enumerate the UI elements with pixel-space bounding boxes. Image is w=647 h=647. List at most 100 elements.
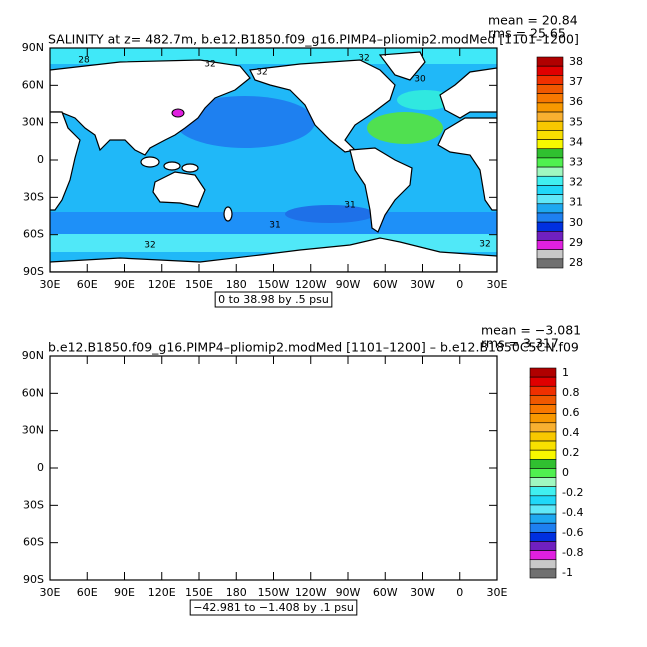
southern-region bbox=[50, 212, 497, 234]
land bbox=[437, 117, 497, 211]
colorbar-box bbox=[536, 56, 564, 67]
colorbar-box bbox=[529, 459, 557, 469]
rms-label: rms = 3.317 bbox=[481, 336, 559, 351]
land bbox=[140, 156, 160, 168]
land bbox=[378, 51, 426, 81]
colorbar-box bbox=[536, 249, 564, 260]
contour-label: 32 bbox=[204, 60, 215, 70]
contour-label: 31 bbox=[344, 201, 355, 211]
colorbar-box bbox=[536, 175, 564, 186]
rms-label: rms = 25.65 bbox=[488, 26, 566, 41]
lon-label: 180 bbox=[226, 278, 247, 291]
colorbar-box bbox=[529, 504, 557, 515]
colorbar-label: 38 bbox=[569, 55, 583, 68]
lon-label: 120E bbox=[148, 278, 176, 291]
colorbar-box bbox=[529, 440, 557, 451]
colorbar-box bbox=[536, 157, 564, 168]
colorbar-label: -0.8 bbox=[562, 546, 583, 559]
colorbar-label: 28 bbox=[569, 256, 583, 269]
colorbar-box bbox=[536, 120, 564, 131]
lon-label: 120W bbox=[295, 586, 327, 599]
colorbar-label: -0.4 bbox=[562, 506, 583, 519]
lon-label: 0 bbox=[456, 278, 463, 291]
colorbar-box bbox=[536, 75, 564, 85]
colorbar-box bbox=[536, 194, 564, 205]
colorbar-box bbox=[529, 495, 557, 506]
colorbar-label: 32 bbox=[569, 176, 583, 189]
lon-label: 0 bbox=[456, 586, 463, 599]
inland-sea bbox=[171, 108, 185, 118]
colorbar-label: 35 bbox=[569, 115, 583, 128]
colorbar-box bbox=[536, 148, 564, 159]
lon-label: 90W bbox=[336, 278, 361, 291]
colorbar-label: 37 bbox=[569, 75, 583, 88]
colorbar-box bbox=[529, 385, 557, 396]
lon-label: 60W bbox=[373, 586, 398, 599]
colorbar-box bbox=[529, 532, 557, 542]
land bbox=[249, 59, 396, 153]
lat-label: 30N bbox=[22, 116, 44, 129]
mean-label: mean = 20.84 bbox=[488, 13, 578, 28]
plot-frame bbox=[49, 355, 498, 581]
lat-label: 0 bbox=[37, 461, 44, 474]
atlantic-region bbox=[397, 90, 453, 110]
lat-label: 60S bbox=[23, 228, 44, 241]
colorbar-box bbox=[529, 513, 557, 524]
colorbar-box bbox=[529, 413, 557, 424]
colorbar-label: 1 bbox=[562, 366, 569, 379]
colorbar-box bbox=[529, 367, 557, 378]
lat-label: 30S bbox=[23, 498, 44, 511]
lat-label: 60N bbox=[22, 386, 44, 399]
land bbox=[50, 237, 497, 272]
colorbar-box bbox=[529, 468, 557, 478]
contour-label: 32 bbox=[479, 240, 490, 250]
colorbar-label: 0.4 bbox=[562, 426, 580, 439]
lat-label: 60S bbox=[23, 536, 44, 549]
colorbar-box bbox=[536, 102, 564, 113]
lon-label: 60E bbox=[77, 586, 98, 599]
colorbar-label: 33 bbox=[569, 156, 583, 169]
colorbar-label: 0.8 bbox=[562, 386, 580, 399]
colorbar-label: 0.2 bbox=[562, 446, 580, 459]
lat-label: 90N bbox=[22, 41, 44, 54]
lat-label: 90S bbox=[23, 265, 44, 278]
colorbar-box bbox=[536, 203, 564, 214]
colorbar-label: 36 bbox=[569, 95, 583, 108]
lon-label: 30E bbox=[487, 586, 508, 599]
lon-label: 150E bbox=[185, 278, 213, 291]
colorbar-label: 0.6 bbox=[562, 406, 580, 419]
colorbar-box bbox=[536, 111, 564, 122]
colorbar-box bbox=[529, 568, 557, 579]
colorbar-label: 31 bbox=[569, 196, 583, 209]
colorbar-box bbox=[536, 65, 564, 76]
colorbar-box bbox=[536, 84, 564, 94]
lon-label: 60E bbox=[77, 278, 98, 291]
info-box bbox=[189, 599, 358, 616]
atlantic-region bbox=[367, 112, 443, 144]
colorbar-box bbox=[529, 376, 557, 387]
colorbar-box bbox=[536, 231, 564, 241]
land bbox=[349, 147, 413, 233]
contour-label: 28 bbox=[78, 56, 90, 66]
lon-label: 90E bbox=[114, 278, 135, 291]
lat-label: 90S bbox=[23, 573, 44, 586]
colorbar-box bbox=[536, 212, 564, 223]
lon-label: 90E bbox=[114, 586, 135, 599]
info-box bbox=[214, 291, 333, 308]
colorbar-box bbox=[536, 93, 564, 104]
lon-label: 30E bbox=[40, 586, 61, 599]
colorbar-box bbox=[536, 130, 564, 140]
colorbar-box bbox=[529, 477, 557, 487]
land bbox=[50, 59, 251, 156]
colorbar-box bbox=[529, 404, 557, 414]
land bbox=[163, 161, 181, 171]
info-box-text: 0 to 38.98 by .5 psu bbox=[218, 293, 329, 306]
land bbox=[152, 171, 206, 208]
lon-label: 120W bbox=[295, 278, 327, 291]
lat-label: 30S bbox=[23, 190, 44, 203]
land bbox=[181, 163, 199, 173]
mean-label: mean = −3.081 bbox=[481, 323, 581, 338]
lon-label: 180 bbox=[226, 586, 247, 599]
map-field bbox=[50, 48, 497, 272]
land bbox=[439, 67, 497, 119]
